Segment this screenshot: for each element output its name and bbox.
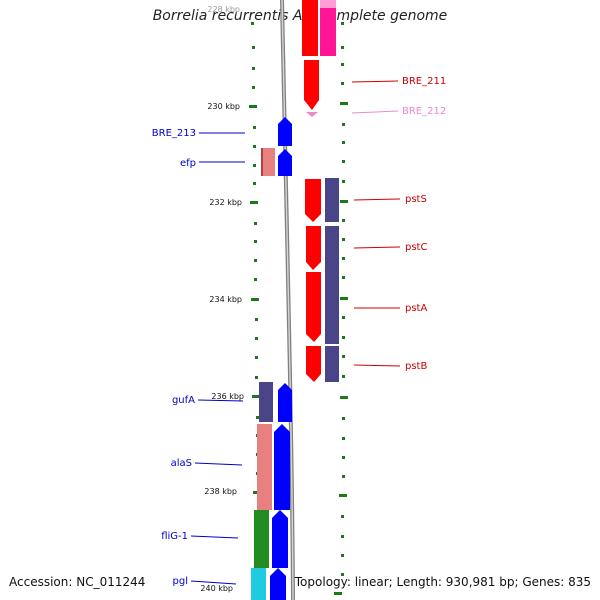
major-tick-232 <box>250 201 258 204</box>
major-tick-234 <box>251 298 259 301</box>
scale-label: 228 kbp <box>207 5 240 14</box>
gene-arrow-bre213 <box>278 117 292 146</box>
gene-label-pgl[interactable]: pgl <box>173 576 188 587</box>
gene-arrow-alas <box>274 424 290 510</box>
feature-navy-2 <box>325 226 339 344</box>
major-tick-236 <box>252 395 260 398</box>
genome-title: Borrelia recurrentis A1, complete genome <box>152 8 448 24</box>
genome-summary-text: Topology: linear; Length: 930,981 bp; Ge… <box>294 575 591 589</box>
gene-arrow-bre211 <box>304 60 319 110</box>
gene-arrow-gufa <box>278 383 292 422</box>
gene-arrow-efp <box>278 149 292 176</box>
gene-arrow-pgl <box>270 568 286 600</box>
feature-salmon-alas <box>257 424 272 510</box>
gene-label-bre213[interactable]: BRE_213 <box>152 128 196 139</box>
scale-label: 236 kbp <box>211 392 244 401</box>
gene-label-bre212[interactable]: BRE_212 <box>402 106 446 117</box>
gene-block-pink <box>320 0 336 56</box>
gene-label-efp[interactable]: efp <box>180 158 196 169</box>
gene-label-pstb[interactable]: pstB <box>405 361 427 372</box>
scale-label: 234 kbp <box>209 295 242 304</box>
feature-navy-gufa <box>259 382 273 422</box>
gene-arrow-pstb <box>306 346 321 382</box>
gene-label-flig[interactable]: fliG-1 <box>161 531 188 542</box>
accession-text: Accession: NC_011244 <box>9 575 146 589</box>
gene-arrow-bre212 <box>306 112 318 117</box>
feature-green-flig <box>254 510 269 568</box>
gene-arrow-pstc <box>306 226 321 270</box>
gene-arrow-psta <box>306 272 321 342</box>
feature-navy-3 <box>325 346 339 382</box>
scale-label: 232 kbp <box>209 198 242 207</box>
gene-label-psts[interactable]: pstS <box>405 194 427 205</box>
scale-labels: 228 kbp 230 kbp 232 kbp 234 kbp 236 kbp … <box>200 5 244 593</box>
gene-label-gufa[interactable]: gufA <box>172 395 195 406</box>
reverse-strand-features <box>251 117 292 600</box>
right-tick-column <box>334 22 348 595</box>
gene-label-psta[interactable]: pstA <box>405 303 427 314</box>
gene-label-bre211[interactable]: BRE_211 <box>402 76 446 87</box>
gene-arrow-flig <box>272 510 288 568</box>
feature-navy-1 <box>325 178 339 222</box>
left-gene-labels: BRE_213 efp gufA alaS fliG-1 pgl <box>152 128 245 587</box>
scale-label: 240 kbp <box>200 584 233 593</box>
gene-label-alas[interactable]: alaS <box>171 458 192 469</box>
scale-label: 238 kbp <box>204 487 237 496</box>
right-gene-labels: BRE_211 BRE_212 pstS pstC pstA pstB <box>351 76 446 372</box>
feature-cyan-pgl <box>251 568 266 600</box>
gene-label-pstc[interactable]: pstC <box>405 242 427 253</box>
feature-salmon-efp <box>261 148 275 176</box>
gene-block-red-top <box>302 0 318 56</box>
forward-strand-features <box>302 0 339 382</box>
scale-label: 230 kbp <box>207 102 240 111</box>
gene-arrow-psts <box>305 179 321 222</box>
genome-backbone-inner <box>281 0 294 600</box>
major-tick-230 <box>249 105 257 108</box>
